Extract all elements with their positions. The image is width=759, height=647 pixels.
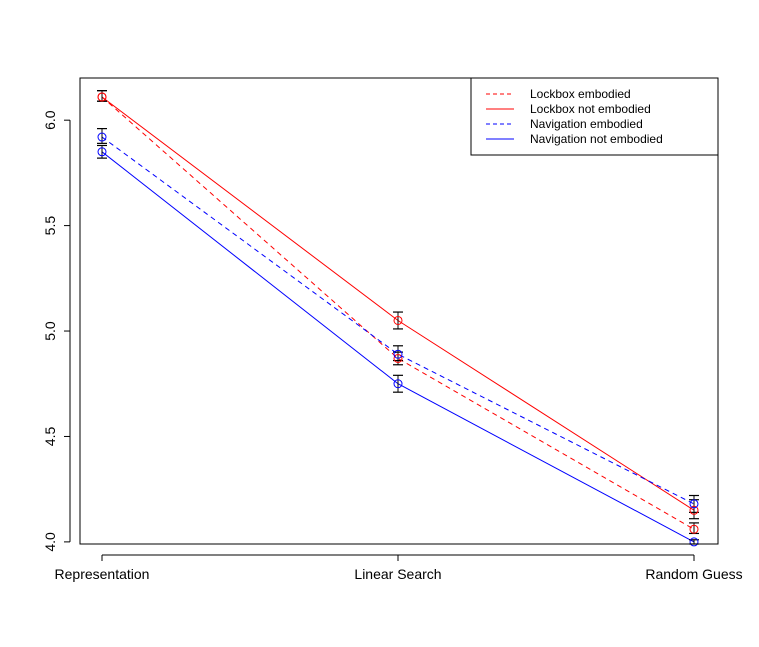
data-point-lockbox-embodied (393, 353, 403, 363)
x-tick-label: Representation (55, 566, 150, 582)
x-tick-label: Random Guess (645, 566, 742, 582)
data-point-lockbox-not-embodied (97, 92, 107, 102)
data-point-navigation-not-embodied (393, 379, 403, 389)
x-tick-label: Linear Search (354, 566, 441, 582)
data-point-navigation-embodied (393, 349, 403, 359)
x-axis: Representation Linear Search Random Guess (55, 554, 743, 582)
error-bars (97, 90, 699, 545)
legend-label: Lockbox embodied (530, 87, 631, 101)
y-tick-label: 5.5 (42, 216, 58, 236)
legend-box (470, 77, 719, 156)
legend-label: Navigation embodied (530, 117, 643, 131)
legend-label: Navigation not embodied (530, 132, 663, 146)
data-point-navigation-embodied (689, 499, 699, 509)
y-tick-label: 5.0 (42, 321, 58, 341)
y-tick-label: 6.0 (42, 110, 58, 130)
data-points (97, 92, 699, 547)
data-point-navigation-not-embodied (97, 147, 107, 157)
y-axis: 4.0 4.5 5.0 5.5 6.0 (42, 110, 71, 552)
data-point-lockbox-not-embodied (689, 505, 699, 515)
data-point-lockbox-not-embodied (393, 315, 403, 325)
legend-label: Lockbox not embodied (530, 102, 651, 116)
series-line-lockbox-embodied (101, 96, 695, 530)
y-tick-label: 4.0 (42, 532, 58, 552)
series-line-lockbox-not-embodied (101, 96, 695, 511)
data-point-lockbox-embodied (689, 524, 699, 534)
data-point-navigation-not-embodied (689, 537, 699, 547)
plot-frame (79, 77, 719, 545)
series-line-navigation-embodied (101, 136, 695, 505)
data-point-navigation-embodied (97, 132, 107, 142)
y-tick-label: 4.5 (42, 427, 58, 447)
